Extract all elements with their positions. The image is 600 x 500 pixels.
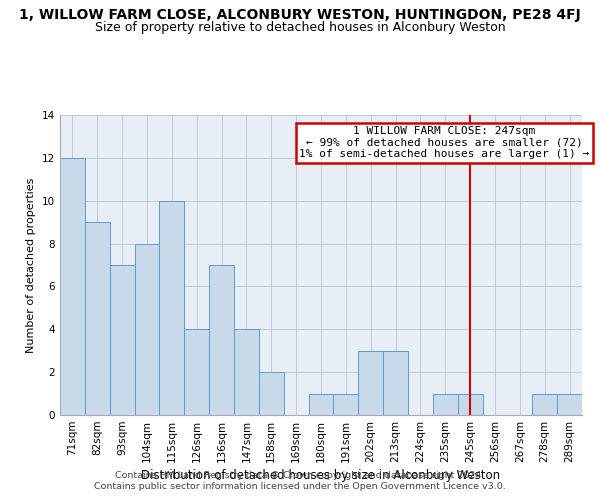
Bar xyxy=(458,394,482,415)
X-axis label: Distribution of detached houses by size in Alconbury Weston: Distribution of detached houses by size … xyxy=(142,469,500,482)
Bar xyxy=(209,265,234,415)
Bar xyxy=(134,244,160,415)
Bar xyxy=(110,265,134,415)
Text: 1, WILLOW FARM CLOSE, ALCONBURY WESTON, HUNTINGDON, PE28 4FJ: 1, WILLOW FARM CLOSE, ALCONBURY WESTON, … xyxy=(19,8,581,22)
Bar xyxy=(557,394,582,415)
Y-axis label: Number of detached properties: Number of detached properties xyxy=(26,178,37,352)
Bar xyxy=(433,394,458,415)
Bar xyxy=(259,372,284,415)
Bar xyxy=(60,158,85,415)
Bar xyxy=(334,394,358,415)
Text: Contains HM Land Registry data © Crown copyright and database right 2024.: Contains HM Land Registry data © Crown c… xyxy=(115,471,485,480)
Text: Contains public sector information licensed under the Open Government Licence v3: Contains public sector information licen… xyxy=(94,482,506,491)
Bar xyxy=(160,200,184,415)
Bar xyxy=(532,394,557,415)
Bar xyxy=(383,350,408,415)
Bar xyxy=(358,350,383,415)
Bar xyxy=(234,330,259,415)
Text: Size of property relative to detached houses in Alconbury Weston: Size of property relative to detached ho… xyxy=(95,21,505,34)
Bar xyxy=(85,222,110,415)
Bar xyxy=(184,330,209,415)
Text: 1 WILLOW FARM CLOSE: 247sqm
← 99% of detached houses are smaller (72)
1% of semi: 1 WILLOW FARM CLOSE: 247sqm ← 99% of det… xyxy=(299,126,589,160)
Bar xyxy=(308,394,334,415)
